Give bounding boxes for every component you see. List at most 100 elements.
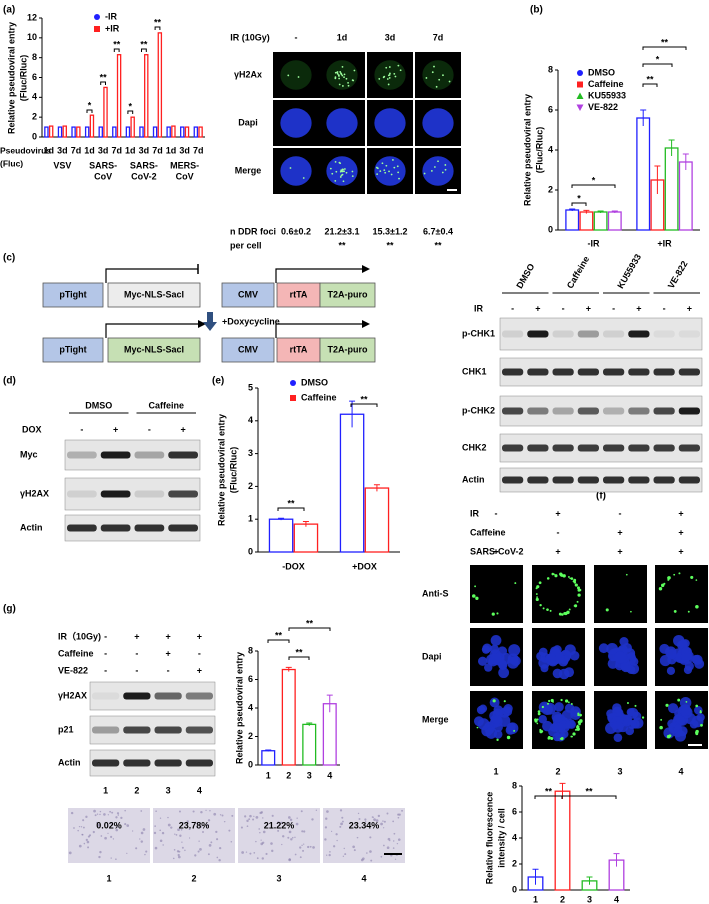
colony-dot [339,809,343,812]
colony-dot [216,856,219,859]
micrograph [367,148,413,194]
significance-label: ** [275,630,283,640]
colony-dot [307,845,310,849]
bar [339,413,365,553]
focus [341,66,344,68]
blot-band [552,444,574,452]
nucleus [489,697,500,708]
x-tick-label: 1d [166,145,177,155]
colony-dot [333,845,336,848]
micrograph-bg [594,565,647,623]
condition-label: DOX [22,424,42,434]
stain [558,612,562,616]
blot-band [123,726,151,734]
significance-bracket [100,81,106,85]
colony-dot [223,820,226,823]
error-bar [569,208,576,211]
colony-dot [77,829,79,832]
colony-dot [330,830,333,832]
nucleus [540,664,549,673]
significance-bracket [288,627,331,631]
colony-dot [173,849,176,851]
focus [345,77,348,80]
stain [537,712,541,716]
colony-dot [300,810,303,813]
legend-marker [577,81,583,88]
nucleus [667,719,676,729]
nucleus [558,668,570,680]
colony-dot [94,814,97,817]
colony-dot [154,846,158,850]
colony-dot [397,816,400,819]
micrograph-bg [655,565,708,623]
blot-band [577,476,599,484]
blot-band [185,759,213,767]
bar [678,161,693,231]
stain [660,583,665,588]
colony-dot [303,830,306,833]
error-bar [586,876,593,885]
colony-dot [246,825,249,828]
y-tick-label: 5 [248,382,253,392]
promoter-arrow [275,323,362,338]
x-tick-label: 3d [179,145,190,155]
focus [388,73,391,76]
stain [574,583,578,587]
stain [687,610,690,613]
colony-dot [145,850,148,853]
focus [383,169,386,171]
lane-number: 4 [678,766,683,776]
colony-dot [324,838,327,841]
micrograph [415,52,461,98]
lane-number: 1 [103,785,108,795]
colony-dot [288,830,292,834]
nucleus [508,644,521,657]
construct-box [319,337,376,363]
blot-band [603,330,625,338]
focus [442,74,444,77]
colony-dot [312,846,315,849]
stain [514,582,517,585]
blot-band [100,490,131,498]
y-tick-label: 0 [32,131,37,141]
significance-bracket [86,109,93,113]
significance-bracket [277,507,305,511]
focus [397,171,400,174]
colony-dot [206,823,209,827]
colony-dot [194,854,197,857]
colony-dot [218,858,221,862]
focus [433,166,436,168]
blot-band [123,759,151,767]
sign: - [619,508,622,518]
nucleus [564,644,576,656]
colony-dot [364,818,367,821]
legend-label: VE-822 [588,102,618,112]
row-label: Actin [20,522,43,532]
error-bar [611,210,618,213]
y-tick-label: 0 [248,546,253,556]
colony-dot [245,851,248,853]
micrograph-bg [470,565,523,623]
sign: - [135,648,138,658]
stain [535,587,538,590]
significance-label: ** [306,618,314,628]
row-label: γH2AX [20,488,49,498]
panel-label: (a) [3,5,15,16]
y-tick-label: 2 [32,112,37,122]
colony-dot [380,822,383,826]
y-tick-label: 8 [248,645,253,655]
stain [537,710,541,713]
bar [166,126,171,138]
colony-bg [153,808,235,863]
y-axis-label: Relative fluorescence [484,792,494,885]
panel-label: (e) [212,376,224,387]
colony-dot [244,815,247,818]
focus [425,77,428,79]
lane-number: 1 [106,873,111,883]
stain [548,699,551,703]
sign: + [555,508,560,518]
group-label: MERS- [170,160,199,170]
colony-dot [200,810,203,814]
bar [180,126,185,138]
blot-strip [499,357,703,387]
